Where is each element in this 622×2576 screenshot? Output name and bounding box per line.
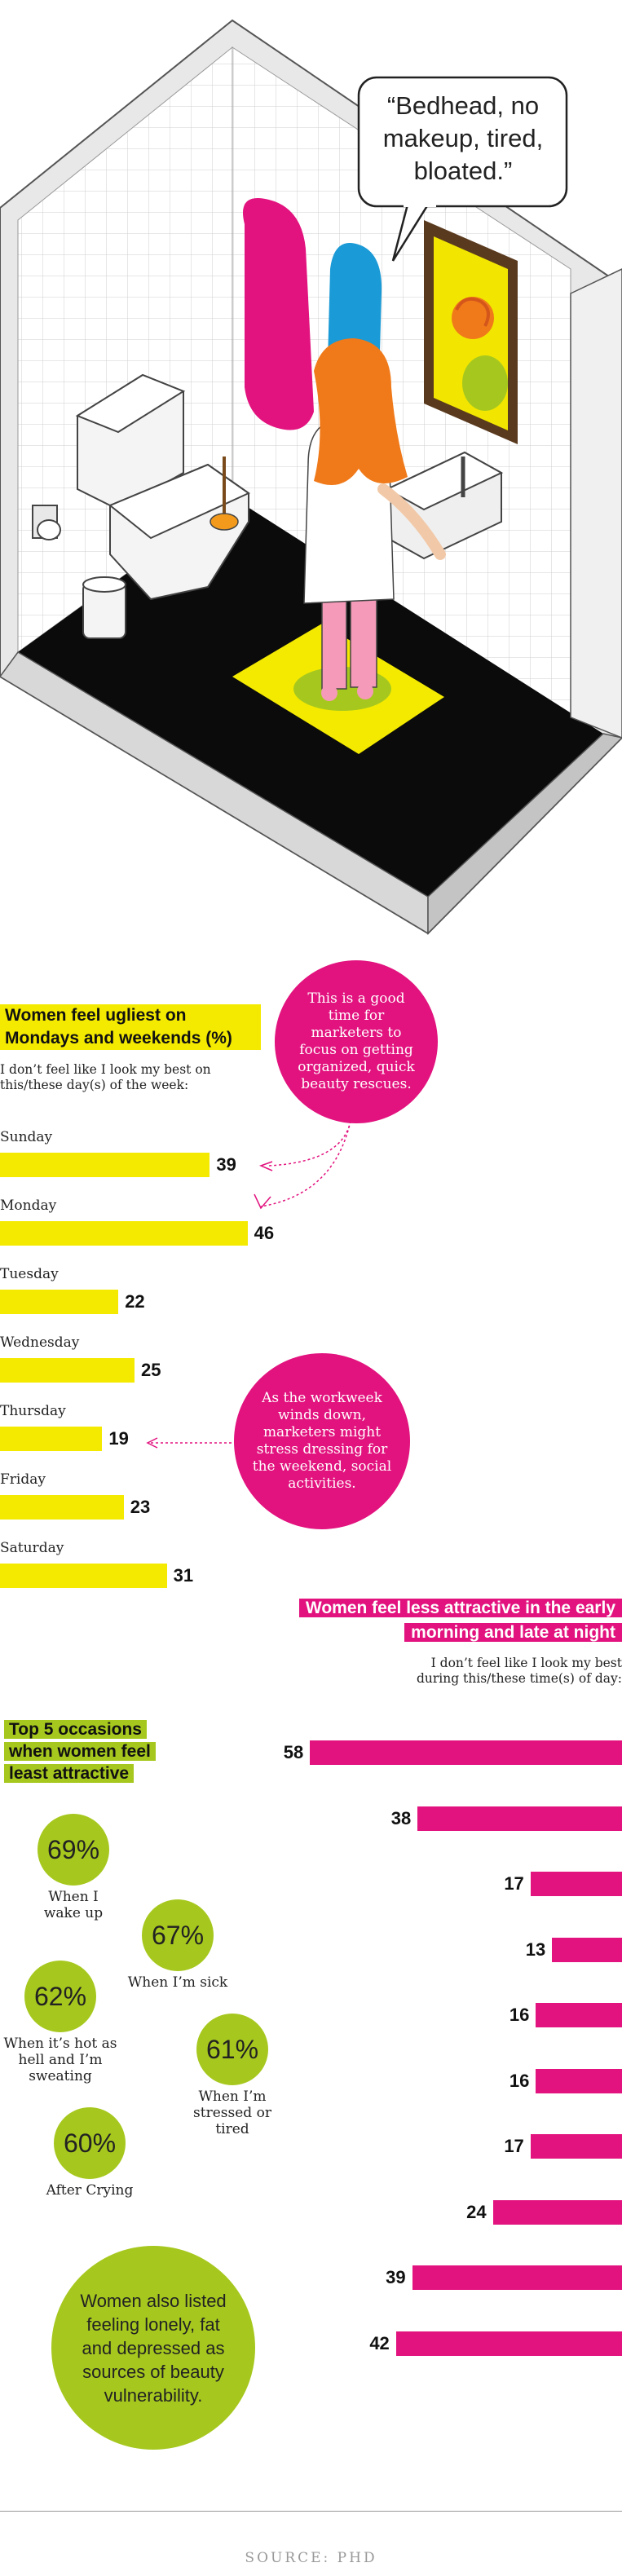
weekday-label: Thursday bbox=[0, 1403, 66, 1419]
weekday-bar bbox=[0, 1290, 119, 1314]
occasion-5-percent: 60% bbox=[54, 2107, 126, 2179]
weekday-label: Wednesday bbox=[0, 1334, 80, 1351]
weekday-bar bbox=[0, 1221, 248, 1246]
occasion-2: 67% When I’m sick bbox=[121, 1899, 235, 1991]
callout-beauty-rescues-text: This is a good time for marketers to foc… bbox=[298, 990, 415, 1092]
time-bar bbox=[395, 2331, 622, 2356]
weekday-chart-title: Women feel ugliest on Mondays and weeken… bbox=[0, 1004, 261, 1050]
callout-arrow-2 bbox=[146, 1437, 236, 1449]
weekday-bar bbox=[0, 1495, 124, 1520]
occasion-5-label: After Crying bbox=[46, 2182, 134, 2199]
occasions-title-box: Top 5 occasions when women feel least at… bbox=[4, 1718, 177, 1784]
time-bar bbox=[492, 2199, 622, 2225]
footer-divider bbox=[0, 2511, 622, 2512]
occasions-note-circle: Women also listed feeling lonely, fat an… bbox=[51, 2246, 255, 2450]
weekday-value: 22 bbox=[125, 1291, 145, 1312]
callout-beauty-rescues: This is a good time for marketers to foc… bbox=[275, 960, 438, 1123]
weekday-value: 19 bbox=[108, 1428, 129, 1449]
occasion-3-percent: 62% bbox=[24, 1961, 96, 2032]
time-value: 58 bbox=[283, 1742, 304, 1762]
weekday-value: 25 bbox=[141, 1360, 161, 1380]
weekday-chart-title-box: Women feel ugliest on Mondays and weeken… bbox=[0, 1004, 261, 1050]
weekday-label: Tuesday bbox=[0, 1266, 59, 1282]
time-chart-title: Women feel less attractive in the early … bbox=[298, 1599, 622, 1642]
occasion-1: 69% When I wake up bbox=[34, 1814, 112, 1921]
time-bar bbox=[530, 2134, 622, 2159]
occasion-2-label: When I’m sick bbox=[127, 1974, 228, 1991]
occasion-3-label: When it’s hot as hell and I’m sweating bbox=[3, 2036, 117, 2084]
time-value: 38 bbox=[390, 1807, 412, 1828]
time-value: 17 bbox=[504, 2136, 524, 2156]
weekday-value: 46 bbox=[254, 1223, 275, 1243]
occasion-1-label: When I wake up bbox=[43, 1889, 104, 1921]
weekday-label: Saturday bbox=[0, 1540, 64, 1556]
callout-workweek: As the workweek winds down, marketers mi… bbox=[234, 1353, 410, 1529]
time-bar bbox=[310, 1740, 622, 1765]
time-value: 42 bbox=[369, 2332, 390, 2353]
weekday-label: Friday bbox=[0, 1471, 46, 1488]
time-bar bbox=[412, 2265, 622, 2290]
occasion-1-percent: 69% bbox=[37, 1814, 109, 1886]
weekday-bar bbox=[0, 1153, 210, 1177]
occasions-title: Top 5 occasions when women feel least at… bbox=[4, 1720, 156, 1783]
occasion-3: 62% When it’s hot as hell and I’m sweati… bbox=[0, 1961, 121, 2084]
time-chart-title-box: Women feel less attractive in the early … bbox=[280, 1596, 622, 1645]
time-bar bbox=[417, 1806, 622, 1831]
time-bar bbox=[536, 2003, 622, 2027]
weekday-chart-subtitle: I don’t feel like I look my best on this… bbox=[0, 1062, 211, 1092]
time-chart-subtitle: I don’t feel like I look my best during … bbox=[416, 1656, 622, 1686]
weekday-value: 23 bbox=[130, 1497, 151, 1517]
callout-workweek-text: As the workweek winds down, marketers mi… bbox=[252, 1390, 392, 1492]
weekday-bar bbox=[0, 1427, 103, 1451]
time-value: 16 bbox=[509, 2005, 530, 2025]
weekday-label: Monday bbox=[0, 1198, 57, 1214]
time-value: 24 bbox=[466, 2201, 487, 2222]
occasion-4-label: When I’m stressed or tired bbox=[193, 2089, 271, 2137]
callout-arrow-1 bbox=[254, 1120, 351, 1210]
occasion-5: 60% After Crying bbox=[37, 2107, 143, 2199]
source-credit: SOURCE: PHD bbox=[245, 2550, 377, 2566]
occasions-note: Women also listed feeling lonely, fat an… bbox=[80, 2290, 227, 2406]
time-bar bbox=[552, 1937, 622, 1962]
speech-bubble-quote: “Bedhead, no makeup, tired, bloated.” bbox=[382, 91, 544, 185]
weekday-bar bbox=[0, 1564, 167, 1588]
weekday-label: Sunday bbox=[0, 1129, 53, 1145]
weekday-value: 39 bbox=[216, 1154, 236, 1175]
time-value: 13 bbox=[525, 1939, 546, 1960]
occasion-2-percent: 67% bbox=[142, 1899, 214, 1971]
weekday-bar bbox=[0, 1358, 135, 1383]
occasion-4-percent: 61% bbox=[196, 2014, 268, 2085]
time-value: 39 bbox=[386, 2267, 406, 2287]
bathroom-illustration bbox=[0, 19, 622, 935]
time-bar bbox=[530, 1872, 622, 1896]
weekday-value: 31 bbox=[173, 1565, 194, 1586]
time-value: 16 bbox=[509, 2070, 530, 2091]
time-value: 17 bbox=[504, 1873, 524, 1894]
time-bar bbox=[536, 2068, 622, 2093]
occasion-4: 61% When I’m stressed or tired bbox=[167, 2014, 298, 2137]
